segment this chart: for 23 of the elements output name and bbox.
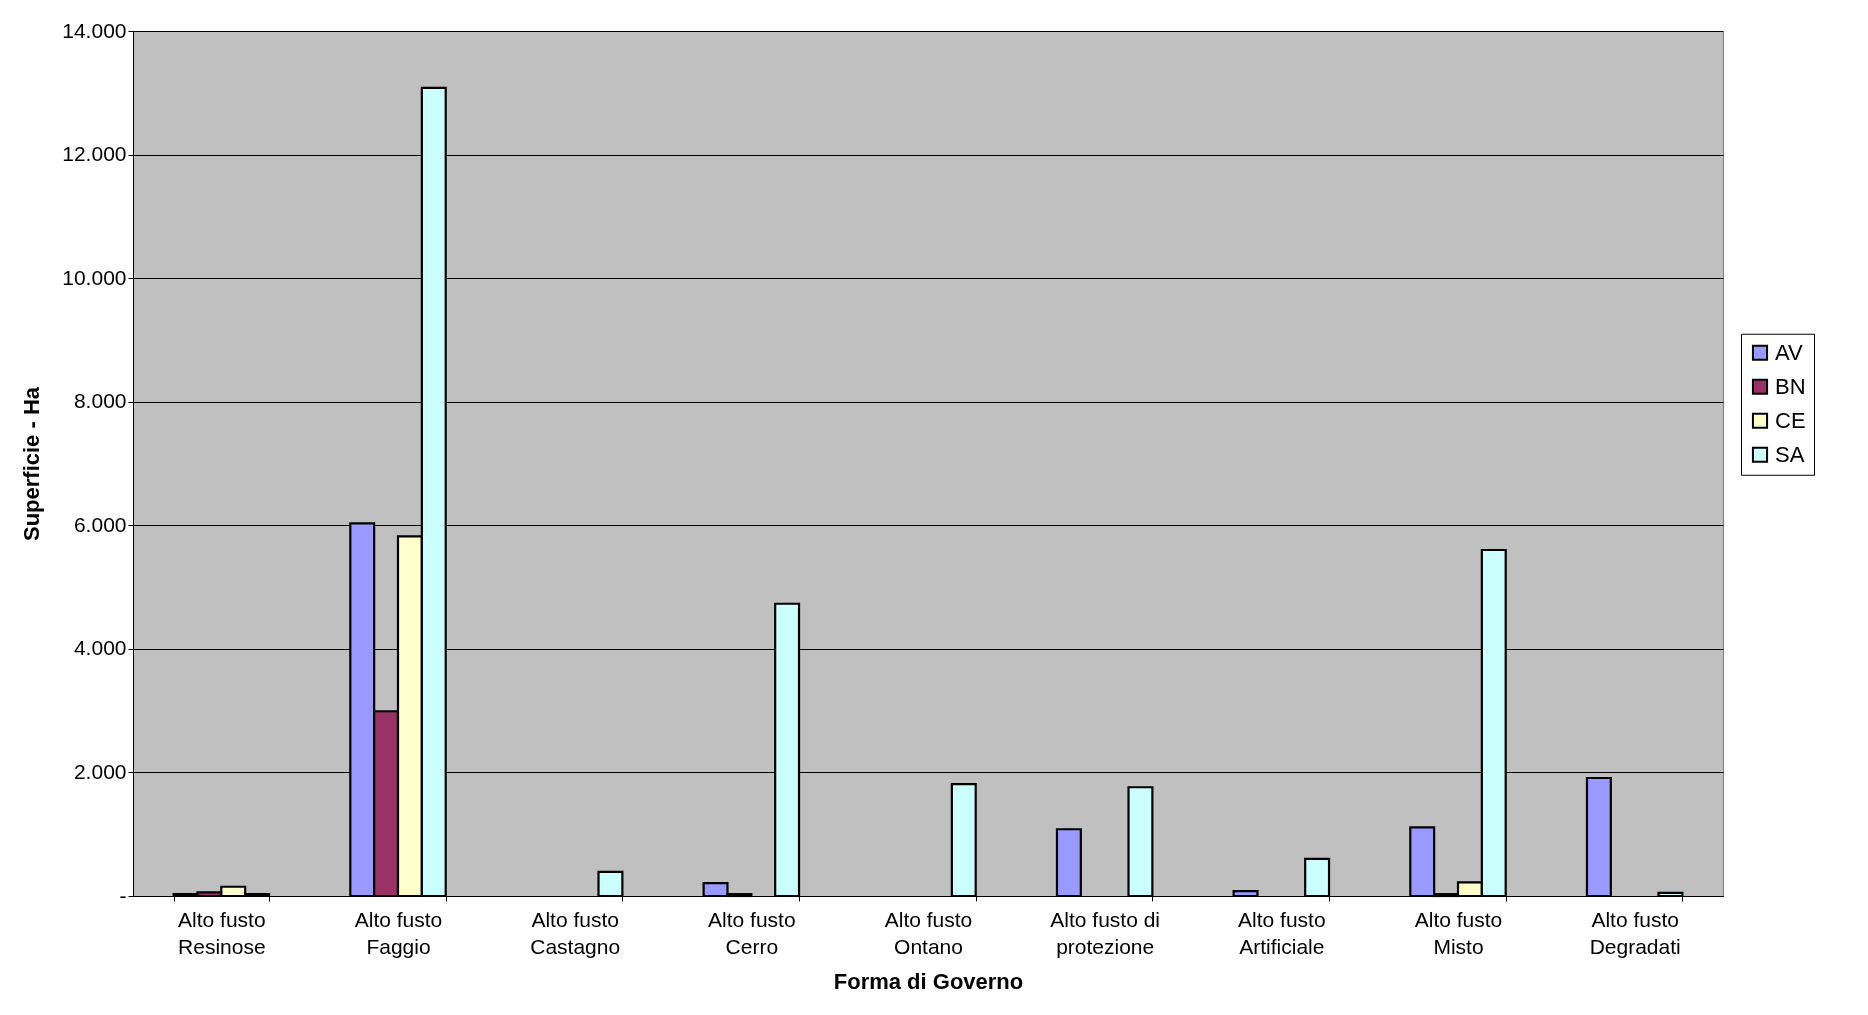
y-tick-label: 14.000	[62, 18, 127, 42]
y-tick-label: 12.000	[62, 142, 127, 166]
legend-label: AV	[1775, 339, 1804, 365]
y-tick-label: 10.000	[62, 265, 127, 289]
y-tick-label: 6.000	[73, 512, 127, 536]
x-tick-label: Alto fusto Misto	[1414, 907, 1503, 958]
x-tick-label: Alto fusto Faggio	[354, 907, 443, 958]
y-axis-title: Superficie - Ha	[19, 386, 45, 542]
y-tick-label: 8.000	[73, 389, 127, 413]
x-tick-label: Alto fusto Degradati	[1589, 907, 1681, 958]
y-tick-label: 4.000	[73, 636, 127, 660]
legend-label: CE	[1775, 407, 1806, 433]
legend-label: BN	[1775, 373, 1806, 399]
x-tick-label: Alto fusto Cerro	[708, 907, 796, 958]
legend-label: SA	[1775, 441, 1805, 467]
y-tick-label: 2.000	[73, 759, 127, 783]
x-tick-label: Alto fusto Resinose	[178, 907, 266, 958]
x-tick-label: Alto fusto Artificiale	[1238, 907, 1326, 958]
y-tick-label: -	[119, 883, 127, 907]
x-tick-label: Alto fusto Ontano	[884, 907, 973, 958]
x-tick-label: Alto fusto di protezione	[1050, 907, 1161, 958]
x-axis-title: Forma di Governo	[833, 968, 1024, 994]
x-tick-label: Alto fusto Castagno	[530, 907, 621, 958]
